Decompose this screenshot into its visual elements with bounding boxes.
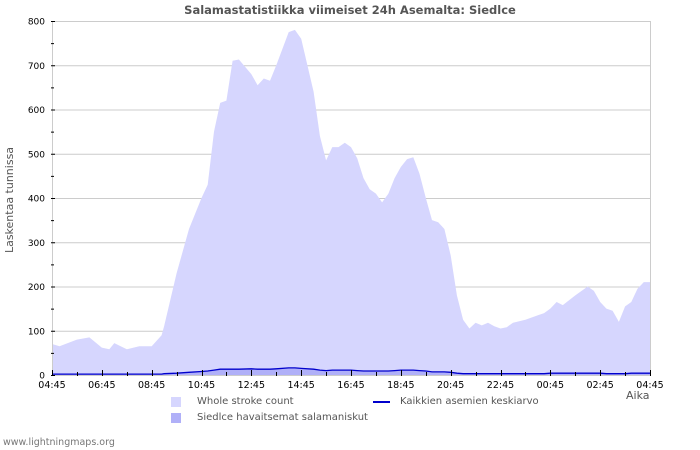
svg-text:04:45: 04:45 bbox=[636, 380, 663, 391]
legend-item-average: Kaikkien asemien keskiarvo bbox=[373, 396, 539, 407]
series-whole-stroke-count bbox=[52, 29, 650, 376]
svg-text:10:45: 10:45 bbox=[188, 380, 215, 391]
svg-text:00:45: 00:45 bbox=[537, 380, 564, 391]
legend-item-station: Siedlce havaitsemat salamaniskut bbox=[171, 412, 368, 423]
svg-text:08:45: 08:45 bbox=[138, 380, 165, 391]
svg-text:600: 600 bbox=[28, 106, 45, 116]
x-axis-label: Aika bbox=[626, 389, 650, 402]
legend-label-whole: Whole stroke count bbox=[197, 396, 294, 407]
legend-swatch-whole bbox=[171, 396, 181, 407]
chart-title: Salamastatistiikka viimeiset 24h Asemalt… bbox=[184, 3, 516, 17]
svg-text:300: 300 bbox=[28, 239, 45, 249]
svg-text:100: 100 bbox=[28, 327, 45, 337]
series-average-line bbox=[52, 367, 650, 375]
svg-text:06:45: 06:45 bbox=[88, 380, 115, 391]
legend-label-average: Kaikkien asemien keskiarvo bbox=[400, 396, 539, 407]
svg-text:22:45: 22:45 bbox=[487, 380, 514, 391]
svg-text:18:45: 18:45 bbox=[387, 380, 414, 391]
legend-label-station: Siedlce havaitsemat salamaniskut bbox=[197, 412, 368, 423]
svg-text:800: 800 bbox=[28, 18, 45, 28]
legend-swatch-average bbox=[373, 400, 390, 403]
footer-source: www.lightningmaps.org bbox=[3, 437, 115, 448]
svg-text:14:45: 14:45 bbox=[287, 380, 314, 391]
svg-text:700: 700 bbox=[28, 62, 45, 72]
svg-text:16:45: 16:45 bbox=[337, 380, 364, 391]
svg-text:20:45: 20:45 bbox=[437, 380, 464, 391]
legend-swatch-station bbox=[171, 412, 181, 423]
svg-text:12:45: 12:45 bbox=[238, 380, 265, 391]
svg-text:200: 200 bbox=[28, 283, 45, 293]
svg-text:02:45: 02:45 bbox=[586, 380, 613, 391]
svg-text:04:45: 04:45 bbox=[38, 380, 65, 391]
svg-text:0: 0 bbox=[39, 372, 45, 382]
svg-text:500: 500 bbox=[28, 150, 45, 160]
legend-item-whole: Whole stroke count bbox=[171, 396, 294, 407]
svg-text:400: 400 bbox=[28, 195, 45, 205]
